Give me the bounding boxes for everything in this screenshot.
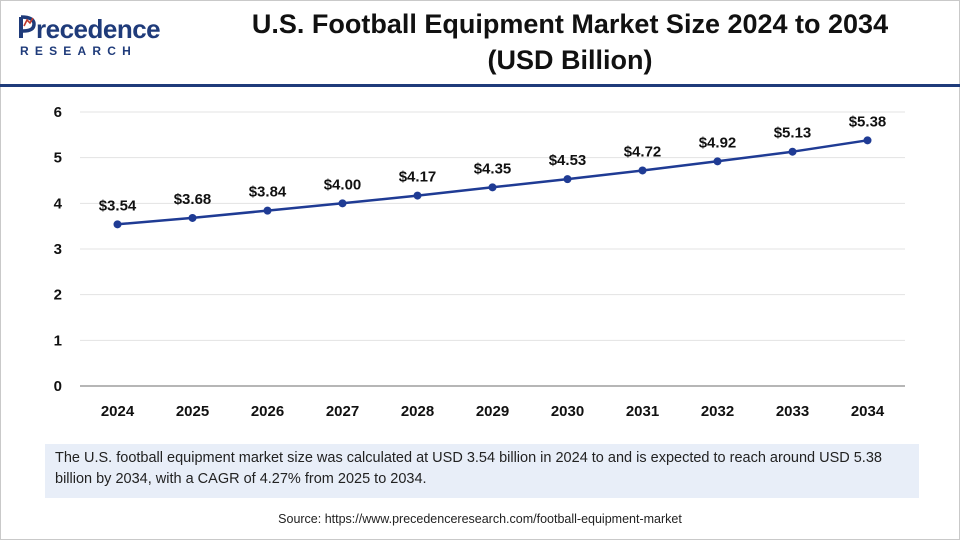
y-tick-label: 4 [54,195,63,212]
x-tick-label: 2025 [176,403,209,420]
summary-note: The U.S. football equipment market size … [45,444,919,498]
logo-text: recedence [36,14,161,44]
data-label: $4.72 [624,143,662,160]
x-tick-label: 2029 [476,403,509,420]
y-tick-label: 2 [54,287,62,304]
logo-p-icon [19,15,36,38]
data-point [713,157,722,166]
data-point [188,213,197,222]
x-tick-label: 2027 [326,403,359,420]
y-tick-label: 6 [54,104,62,121]
chart-title-line2: (USD Billion) [487,45,653,75]
x-tick-label: 2026 [251,403,284,420]
brand-logo[interactable]: recedence RESEARCH [18,14,168,66]
logo-subtext: RESEARCH [20,44,137,58]
header: recedence RESEARCH U.S. Football Equipme… [0,0,960,82]
data-point [338,199,347,208]
chart-title: U.S. Football Equipment Market Size 2024… [200,6,940,78]
x-tick-label: 2024 [101,403,135,420]
header-divider [0,84,960,87]
data-label: $5.38 [849,113,887,130]
data-label: $4.17 [399,169,437,186]
y-tick-label: 0 [54,378,62,395]
source-citation[interactable]: Source: https://www.precedenceresearch.c… [278,512,682,526]
y-tick-label: 3 [54,241,62,258]
line-chart: 0 1 2 3 4 5 6 2024 2025 2026 2027 2028 2029 2030 2031 2… [54,104,905,420]
chart-title-line1: U.S. Football Equipment Market Size 2024… [251,9,889,39]
data-label: $3.84 [249,184,287,201]
data-label: $4.00 [324,176,362,193]
data-point [563,175,572,184]
x-tick-label: 2032 [701,403,734,420]
data-point [263,206,272,215]
logo-wordmark: recedence [18,14,161,45]
x-tick-label: 2030 [551,403,584,420]
data-label: $5.13 [774,125,812,142]
data-point [638,166,647,175]
data-point [863,136,872,145]
data-label: $4.53 [549,152,587,169]
data-point [488,183,497,192]
y-tick-label: 1 [54,332,62,349]
data-point [413,191,422,200]
data-label: $3.54 [99,197,137,214]
x-tick-label: 2031 [626,403,659,420]
series-line [117,139,868,226]
data-label: $3.68 [174,191,212,208]
data-label: $4.35 [474,160,512,177]
data-label: $4.92 [699,134,737,151]
data-point [788,147,797,156]
y-tick-label: 5 [54,150,62,167]
x-tick-label: 2034 [851,403,885,420]
data-point [113,220,122,229]
x-tick-label: 2028 [401,403,434,420]
x-tick-label: 2033 [776,403,809,420]
